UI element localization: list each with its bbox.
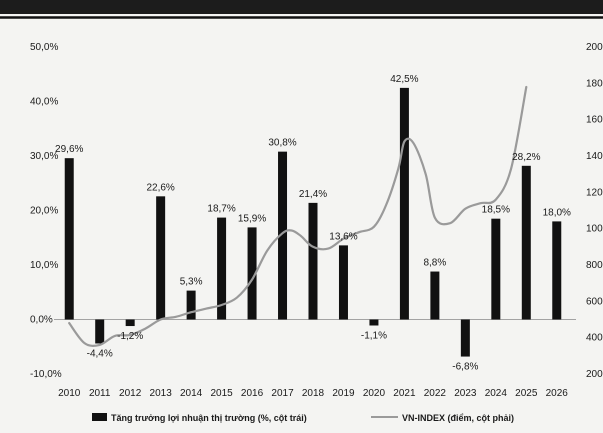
bar xyxy=(521,165,531,320)
right-tick-label: 200 xyxy=(586,369,603,380)
right-tick-label: 1600 xyxy=(586,115,603,126)
bar-value-label: 21,4% xyxy=(299,189,327,200)
x-tick-label: 2016 xyxy=(241,388,264,399)
bar-value-label: 13,6% xyxy=(329,231,357,242)
bar xyxy=(186,290,196,320)
left-tick-label: 10,0% xyxy=(30,260,58,271)
bar xyxy=(278,151,288,320)
bar-value-label: 8,8% xyxy=(423,258,446,269)
bar xyxy=(95,319,105,344)
bar-value-label: 18,5% xyxy=(482,205,510,216)
x-tick-label: 2015 xyxy=(210,388,233,399)
bar xyxy=(430,271,440,320)
x-tick-label: 2014 xyxy=(180,388,203,399)
x-tick-label: 2022 xyxy=(424,388,447,399)
right-tick-label: 2000 xyxy=(586,42,603,53)
bar-value-label: 22,6% xyxy=(146,182,174,193)
right-tick-label: 1800 xyxy=(586,78,603,89)
left-tick-label: 40,0% xyxy=(30,97,58,108)
right-tick-label: 800 xyxy=(586,260,603,271)
bar-data-labels: 29,6% -4,4% -1,2% 22,6% 5,3% 18,7%15,9% 30,8% 2… xyxy=(55,74,571,373)
left-tick-label: 30,0% xyxy=(30,151,58,162)
x-tick-label: 2021 xyxy=(393,388,416,399)
legend-bar-label: Tăng trưởng lợi nhuận thị trường (%, cột… xyxy=(111,413,307,423)
x-axis: 2010 2011 2012 2013 2014 2015 2016 2017 2018 2019… xyxy=(58,388,568,399)
left-tick-label: 0,0% xyxy=(30,315,53,326)
bar xyxy=(308,202,318,320)
top-banner xyxy=(0,0,603,14)
bar-value-label: 15,9% xyxy=(238,213,266,224)
bar-value-label: 28,2% xyxy=(512,152,540,163)
bar xyxy=(247,227,257,320)
x-tick-label: 2013 xyxy=(150,388,173,399)
bar xyxy=(156,196,166,320)
bar-value-label: -1,2% xyxy=(117,331,143,342)
vn-index-line xyxy=(68,85,528,347)
x-tick-label: 2010 xyxy=(58,388,81,399)
bar xyxy=(399,87,409,320)
bar-value-label: 5,3% xyxy=(180,277,203,288)
x-tick-label: 2024 xyxy=(485,388,508,399)
right-axis: 200 400 600 800 1000 1200 1400 1600 1800 2000 xyxy=(586,42,603,380)
x-tick-label: 2023 xyxy=(454,388,477,399)
left-tick-label: 50,0% xyxy=(30,42,58,53)
bar xyxy=(552,221,562,320)
right-tick-label: 1400 xyxy=(586,151,603,162)
right-tick-label: 400 xyxy=(586,333,603,344)
x-tick-label: 2026 xyxy=(546,388,569,399)
bar xyxy=(217,217,227,320)
bar-series xyxy=(64,87,562,357)
legend: Tăng trưởng lợi nhuận thị trường (%, cột… xyxy=(92,413,514,423)
left-axis: -10,0% 0,0% 10,0% 20,0% 30,0% 40,0% 50,0% xyxy=(30,42,62,380)
bar xyxy=(369,319,379,326)
left-tick-label: 20,0% xyxy=(30,206,58,217)
bar-value-label: 18,0% xyxy=(543,207,571,218)
bar xyxy=(460,319,470,357)
bar xyxy=(338,245,348,320)
bar-value-label: -4,4% xyxy=(87,348,113,359)
x-tick-label: 2012 xyxy=(119,388,142,399)
legend-bar-swatch xyxy=(92,413,107,421)
x-tick-label: 2019 xyxy=(332,388,355,399)
x-tick-label: 2017 xyxy=(271,388,294,399)
bar-value-label: 30,8% xyxy=(268,138,296,149)
bar-value-label: -6,8% xyxy=(452,362,478,373)
bar-value-label: 18,7% xyxy=(207,204,235,215)
bar-value-label: 42,5% xyxy=(390,74,418,85)
left-tick-label: -10,0% xyxy=(30,369,62,380)
right-tick-label: 600 xyxy=(586,296,603,307)
x-tick-label: 2020 xyxy=(363,388,386,399)
bar xyxy=(125,319,135,327)
bar-value-label: -1,1% xyxy=(361,330,387,341)
right-tick-label: 1200 xyxy=(586,187,603,198)
bar xyxy=(491,218,501,320)
bar xyxy=(64,158,74,320)
x-tick-label: 2011 xyxy=(89,388,111,399)
legend-line-label: VN-INDEX (điểm, cột phải) xyxy=(402,413,514,423)
x-tick-label: 2025 xyxy=(515,388,538,399)
x-tick-label: 2018 xyxy=(302,388,325,399)
right-tick-label: 1000 xyxy=(586,224,603,235)
bar-value-label: 29,6% xyxy=(55,144,83,155)
